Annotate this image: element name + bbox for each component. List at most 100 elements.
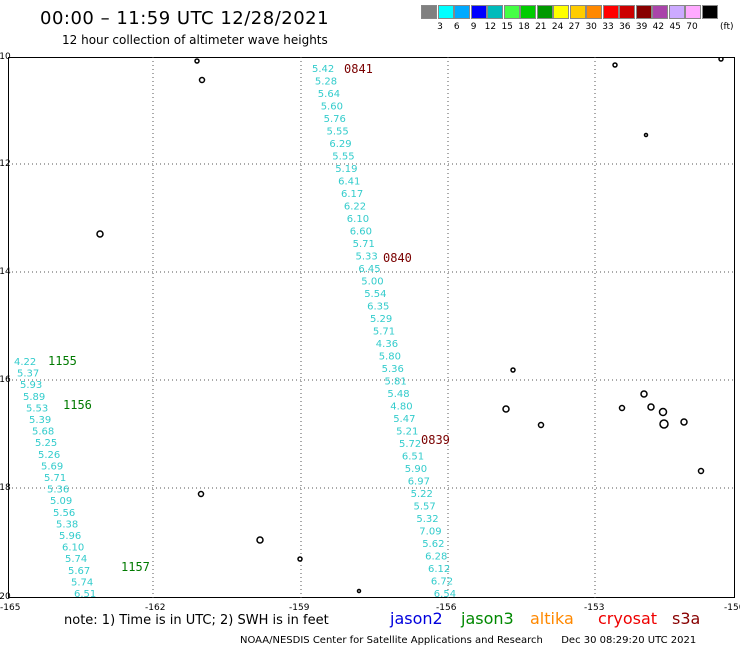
wave-height-value: 5.90 <box>405 464 427 475</box>
legend-label: 39 <box>635 22 648 32</box>
legend-label: 45 <box>669 22 681 32</box>
altimeter-track-east: 5.425.285.645.605.765.556.295.555.196.41… <box>312 64 456 598</box>
island-outlines <box>96 57 724 598</box>
latitude-tick-label: -10 <box>0 52 11 62</box>
island-outline <box>194 58 200 64</box>
wave-height-value: 5.19 <box>335 164 357 175</box>
wave-height-value: 5.60 <box>321 102 343 113</box>
wave-height-value: 5.71 <box>373 327 395 338</box>
wave-height-value: 5.76 <box>324 114 346 125</box>
wave-height-value: 6.51 <box>402 452 424 463</box>
legend-swatch <box>668 5 685 19</box>
pass-time-label: 0841 <box>344 62 373 76</box>
legend-label: 30 <box>585 22 597 32</box>
wave-height-value: 5.38 <box>56 519 78 530</box>
satellite-cryosat-label: cryosat <box>598 609 658 628</box>
island-outline <box>197 490 205 498</box>
wave-height-value: 6.10 <box>62 543 84 554</box>
legend-swatch <box>421 5 437 19</box>
pass-time-label: 0840 <box>383 251 412 265</box>
latitude-tick-label: -12 <box>0 159 11 169</box>
legend-label: 21 <box>535 22 547 32</box>
map-title: 00:00 – 11:59 UTC 12/28/2021 <box>40 8 330 29</box>
pass-time-label: 1156 <box>63 398 92 412</box>
wave-height-value: 5.36 <box>382 364 404 375</box>
legend-swatch <box>437 5 454 19</box>
legend-swatch <box>652 5 668 19</box>
legend-label: 42 <box>652 22 665 32</box>
legend-swatch <box>520 5 536 19</box>
wave-height-value: 5.26 <box>38 450 60 461</box>
grid-lines <box>8 57 735 598</box>
longitude-tick-label: -150 <box>724 603 740 613</box>
legend-unit: (ft) <box>720 22 734 32</box>
wave-height-value: 5.39 <box>29 415 51 426</box>
wave-height-value: 5.96 <box>59 531 81 542</box>
legend-swatch <box>553 5 569 19</box>
legend-label: 15 <box>501 22 513 32</box>
wave-height-value: 5.53 <box>26 403 48 414</box>
wave-height-value: 5.81 <box>385 377 407 388</box>
wave-height-value: 6.97 <box>408 477 430 488</box>
wave-height-value: 5.57 <box>414 502 436 513</box>
wave-height-value: 5.80 <box>379 352 401 363</box>
wave-height-value: 5.89 <box>23 392 45 403</box>
wave-height-value: 5.72 <box>399 439 421 450</box>
wave-height-value: 5.36 <box>47 485 69 496</box>
island-outline <box>640 390 648 398</box>
island-outline <box>680 418 688 426</box>
island-outline <box>198 76 206 84</box>
island-outline <box>537 421 545 429</box>
legend-swatch <box>701 5 718 19</box>
wave-height-value: 5.71 <box>44 473 66 484</box>
legend-label: 33 <box>602 22 614 32</box>
wave-height-value: 5.47 <box>393 414 415 425</box>
legend-label: 3 <box>437 22 443 32</box>
legend-swatch <box>536 5 553 19</box>
legend-label: 18 <box>518 22 530 32</box>
satellite-jason3-label: jason3 <box>461 609 514 628</box>
wave-height-value: 5.93 <box>20 380 42 391</box>
island-outline <box>643 132 649 138</box>
credit-text: NOAA/NESDIS Center for Satellite Applica… <box>240 635 543 646</box>
wave-height-value: 5.00 <box>361 277 383 288</box>
wave-height-value: 5.21 <box>396 427 418 438</box>
legend-swatch <box>586 5 602 19</box>
satellite-jason2-label: jason2 <box>390 609 443 628</box>
wave-height-value: 5.09 <box>50 496 72 507</box>
island-outline <box>510 367 516 373</box>
wave-height-value: 5.29 <box>370 314 392 325</box>
wave-height-value: 6.54 <box>434 589 456 598</box>
wave-height-value: 6.60 <box>350 227 372 238</box>
wave-height-value: 5.33 <box>356 252 378 263</box>
pass-time-label: 1157 <box>121 560 150 574</box>
wave-height-value: 5.37 <box>17 369 39 380</box>
legend-label: 12 <box>484 22 497 32</box>
legend-swatch <box>503 5 520 19</box>
wave-height-value: 6.17 <box>341 189 363 200</box>
wave-height-value: 6.41 <box>338 177 360 188</box>
wave-height-value: 6.22 <box>344 202 366 213</box>
satellite-s3a-label: s3a <box>672 609 701 628</box>
wave-height-value: 5.42 <box>312 64 334 75</box>
longitude-tick-label: -156 <box>436 603 457 613</box>
longitude-tick-label: -162 <box>145 603 166 613</box>
wave-height-value: 6.35 <box>367 302 389 313</box>
island-outline <box>718 57 724 62</box>
pass-time-labels: 0841 0840 0839 1155 1156 1157 <box>48 62 450 574</box>
wave-height-value: 6.51 <box>74 589 96 598</box>
wave-height-value: 6.28 <box>425 552 447 563</box>
map-frame <box>8 57 735 598</box>
legend-label: 6 <box>453 22 460 32</box>
footer-note: note: 1) Time is in UTC; 2) SWH is in fe… <box>64 613 329 628</box>
wave-height-value: 5.32 <box>416 514 438 525</box>
island-outline <box>96 230 104 238</box>
wave-height-value: 6.45 <box>358 264 380 275</box>
island-outline <box>256 536 264 544</box>
wave-height-value: 5.55 <box>332 152 354 163</box>
wave-height-value: 4.80 <box>390 402 412 413</box>
legend-swatch <box>619 5 635 19</box>
wave-height-value: 5.74 <box>65 554 87 565</box>
legend-swatch <box>635 5 652 19</box>
longitude-tick-label: -165 <box>0 603 21 613</box>
